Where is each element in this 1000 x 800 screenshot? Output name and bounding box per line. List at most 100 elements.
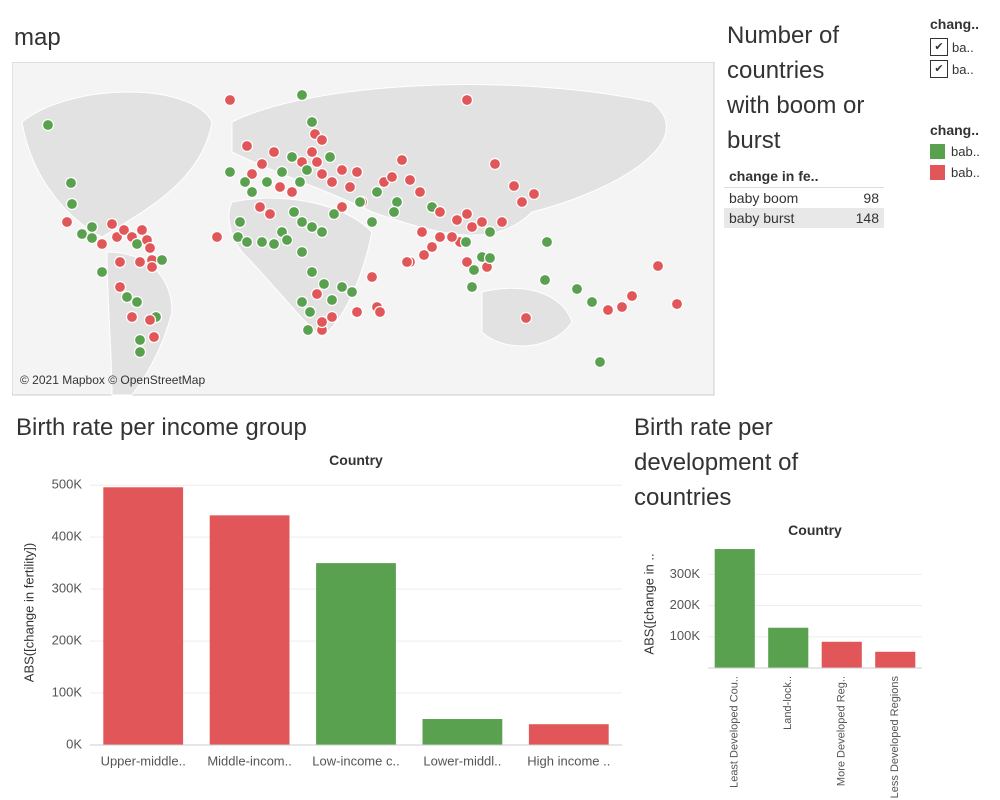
map-point <box>155 253 169 267</box>
x-tick-label: More Developed Reg.. <box>836 676 848 786</box>
map-point <box>570 282 584 296</box>
bar <box>821 641 862 668</box>
map-point <box>538 273 552 287</box>
x-tick-label: Least Developed Cou.. <box>729 676 741 788</box>
map-point <box>625 289 639 303</box>
map-point <box>390 195 404 209</box>
map-point <box>223 165 237 179</box>
map-point <box>370 185 384 199</box>
map-point <box>301 323 315 337</box>
map-point <box>527 187 541 201</box>
map-point <box>305 265 319 279</box>
map-point <box>85 220 99 234</box>
map-point <box>120 290 134 304</box>
map-point <box>310 287 324 301</box>
x-axis-title: Country <box>329 452 383 468</box>
map-point <box>133 333 147 347</box>
map-point <box>475 215 489 229</box>
map-point <box>305 220 319 234</box>
map-point <box>240 235 254 249</box>
filter-title: chang.. <box>930 16 980 32</box>
map-point <box>488 157 502 171</box>
x-tick-label: Middle-incom.. <box>207 753 292 768</box>
map-point <box>615 300 629 314</box>
map-point <box>210 230 224 244</box>
y-axis-title: ABS([change in fertility]) <box>21 543 36 682</box>
map-point <box>335 163 349 177</box>
map-point <box>65 197 79 211</box>
legend-item: bab.. <box>930 162 980 183</box>
map-point <box>335 280 349 294</box>
map-point <box>483 251 497 265</box>
map-point <box>125 310 139 324</box>
filter: ✔ ba.. ✔ ba.. <box>930 36 974 80</box>
filter-item[interactable]: ✔ ba.. <box>930 36 974 58</box>
row-label: baby boom <box>729 190 799 206</box>
map-point <box>385 170 399 184</box>
map-point <box>133 255 147 269</box>
bar <box>714 549 755 668</box>
bar <box>528 724 609 745</box>
map-point <box>315 167 329 181</box>
legend-swatch <box>930 165 945 180</box>
legend-label: bab.. <box>951 165 980 180</box>
y-tick-label: 200K <box>52 633 83 648</box>
map-point <box>267 145 281 159</box>
map-point <box>325 293 339 307</box>
map-point <box>365 215 379 229</box>
map-point <box>41 118 55 132</box>
map-point <box>305 145 319 159</box>
map-point <box>315 225 329 239</box>
map-point <box>445 230 459 244</box>
legend-title: chang.. <box>930 122 980 138</box>
y-tick-label: 300K <box>670 566 701 581</box>
chart-title: Birth rate per development of countries <box>634 414 799 511</box>
map-point <box>465 220 479 234</box>
x-tick-label: High income .. <box>527 753 610 768</box>
y-tick-label: 300K <box>52 581 83 596</box>
map-point <box>260 175 274 189</box>
y-tick-label: 100K <box>670 628 701 643</box>
map[interactable]: © 2021 Mapbox © OpenStreetMap <box>12 62 715 396</box>
summary-table: baby boom 98 baby burst 148 <box>724 187 884 228</box>
map-point <box>147 330 161 344</box>
map-point <box>327 207 341 221</box>
map-point <box>460 207 474 221</box>
filter-label: ba.. <box>952 61 974 77</box>
map-point <box>255 157 269 171</box>
map-point <box>223 93 237 107</box>
map-point <box>400 255 414 269</box>
map-point <box>300 163 314 177</box>
map-point <box>515 195 529 209</box>
map-point <box>519 311 533 325</box>
filter-item[interactable]: ✔ ba.. <box>930 58 974 80</box>
map-point <box>285 150 299 164</box>
map-point <box>365 270 379 284</box>
map-point <box>310 155 324 169</box>
map-point <box>373 305 387 319</box>
bar <box>316 563 396 745</box>
checkbox: ✔ <box>930 60 948 78</box>
map-point <box>143 241 157 255</box>
y-axis-title: ABS([change in .. <box>641 553 656 654</box>
map-point <box>231 230 245 244</box>
y-tick-label: 400K <box>52 529 83 544</box>
map-point <box>395 153 409 167</box>
map-point <box>233 215 247 229</box>
map-point <box>350 305 364 319</box>
map-point <box>285 185 299 199</box>
map-point <box>293 175 307 189</box>
map-point <box>540 235 554 249</box>
map-point <box>143 313 157 327</box>
map-point <box>433 230 447 244</box>
summary-row: baby burst 148 <box>724 208 884 228</box>
legend: bab.. bab.. <box>930 141 980 183</box>
map-point <box>507 179 521 193</box>
map-point <box>345 285 359 299</box>
map-point <box>350 165 364 179</box>
map-point <box>295 215 309 229</box>
map-point <box>267 237 281 251</box>
map-point <box>275 165 289 179</box>
y-tick-label: 100K <box>52 684 83 699</box>
